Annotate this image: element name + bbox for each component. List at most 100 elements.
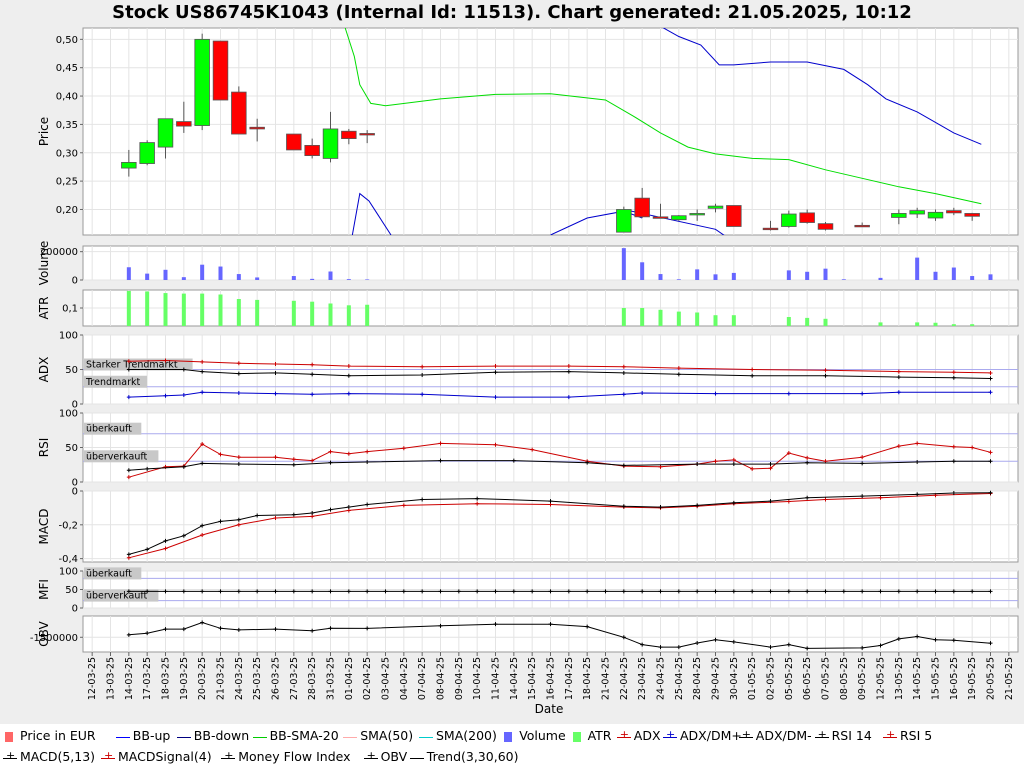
rsi5-line-point	[713, 459, 718, 464]
candle-body	[157, 118, 174, 148]
adx-dm-plus-line-point	[988, 390, 993, 395]
mfi-line-point	[896, 589, 901, 594]
mfi-line-point	[163, 589, 168, 594]
adx-line-point	[493, 364, 498, 369]
obv-line-point	[860, 645, 865, 650]
volume-bar	[291, 276, 296, 280]
mfi-line-point	[255, 589, 260, 594]
rsi-level-label-bg	[84, 422, 142, 435]
x-tick-label: 24-04-25	[656, 657, 667, 700]
mfi-line-point	[878, 589, 883, 594]
obv-line-point	[145, 631, 150, 636]
rsi5-line-point	[236, 455, 241, 460]
legend-item: MACD(5,13)	[3, 748, 95, 764]
rsi14-line-point	[768, 462, 773, 467]
rsi5-line-point	[658, 464, 663, 469]
obv-line-point	[768, 645, 773, 650]
volume-bar	[126, 267, 131, 280]
volume-bar	[970, 276, 975, 280]
price-y-tick-label: 0,30	[56, 148, 78, 159]
mfi-line-point	[805, 589, 810, 594]
legend-swatch	[571, 731, 585, 742]
adx-dm-plus-line-point	[640, 390, 645, 395]
macd-line-point	[988, 490, 993, 495]
atr-bar	[658, 309, 663, 326]
legend-item: RSI 5	[883, 727, 932, 743]
volume-bar	[988, 274, 993, 280]
x-tick-label: 14-04-25	[509, 657, 520, 700]
volume-bar	[823, 268, 828, 280]
x-tick-label: 25-04-25	[674, 657, 685, 700]
x-tick-label: 13-03-25	[106, 657, 117, 700]
candle-body	[304, 144, 320, 157]
rsi14-line	[128, 460, 991, 471]
rsi-level-label: überkauft	[86, 424, 132, 435]
candle-body	[176, 121, 192, 127]
obv-line-point	[548, 622, 553, 627]
macd-signal-line-point	[200, 532, 205, 537]
rsi14-line-point	[988, 459, 993, 464]
rsi5-line-point	[200, 442, 205, 447]
legend-swatch	[883, 727, 897, 743]
legend-item: ADX	[616, 727, 661, 743]
candle-body	[634, 197, 650, 218]
legend-swatch	[363, 748, 378, 764]
candle-body	[249, 126, 265, 130]
mfi-line-point	[786, 589, 791, 594]
macd-signal-line-point	[163, 546, 168, 551]
atr-bar	[145, 291, 150, 326]
atr-bar	[951, 324, 956, 326]
legend-swatch	[738, 727, 753, 743]
x-tick-label: 30-04-25	[729, 657, 740, 700]
adx-dm-minus-line-point	[310, 372, 315, 377]
macd-signal-line-point	[126, 555, 131, 560]
x-tick-label: 17-03-25	[142, 657, 153, 700]
legend-swatch	[252, 732, 267, 742]
obv-line-point	[713, 637, 718, 642]
legend-label: Volume	[519, 728, 566, 743]
x-tick-label: 22-04-25	[619, 657, 630, 700]
rsi14-line-point	[585, 460, 590, 465]
volume-bar	[145, 273, 150, 280]
rsi14-line-point	[328, 460, 333, 465]
mfi-line-point	[218, 589, 223, 594]
adx-dm-plus-line-point	[181, 393, 186, 398]
x-tick-label: 15-05-25	[931, 657, 942, 700]
legend-swatch	[176, 732, 191, 742]
macd-line-point	[163, 538, 168, 543]
rsi14-line-point	[126, 468, 131, 473]
x-tick-label: 14-03-25	[124, 657, 135, 700]
mfi-line-point	[273, 589, 278, 594]
adx-dm-minus-line-point	[621, 370, 626, 375]
legend-item: ADX/DM-	[738, 727, 812, 743]
rsi14-line-point	[236, 462, 241, 467]
adx-y-tick-label: 100	[59, 331, 78, 342]
macd-signal-line-point	[273, 516, 278, 521]
mfi-line-point	[346, 589, 351, 594]
atr-bar	[805, 317, 810, 326]
atr-bar	[970, 324, 975, 326]
adx-y-axis-label: ADX	[37, 357, 51, 383]
atr-bar	[236, 299, 241, 326]
candle-body	[946, 210, 962, 214]
rsi14-line-point	[365, 459, 370, 464]
mfi-line-point	[181, 589, 186, 594]
obv-line-point	[200, 620, 205, 625]
atr-bar	[915, 322, 920, 326]
candle-body	[212, 40, 229, 101]
mfi-level-label-bg	[84, 589, 159, 602]
candle-body	[341, 130, 357, 139]
rsi14-line-point	[695, 462, 700, 467]
rsi5-line-point	[530, 447, 535, 452]
atr-bar	[640, 308, 645, 326]
mfi-line-point	[621, 589, 626, 594]
volume-bar	[658, 274, 663, 280]
bb-down-line	[550, 210, 643, 235]
atr-bar	[823, 318, 828, 326]
rsi5-line-point	[896, 444, 901, 449]
adx-dm-minus-line-point	[346, 373, 351, 378]
atr-bar	[181, 293, 186, 326]
rsi5-line-point	[915, 441, 920, 446]
x-tick-label: 21-04-25	[601, 657, 612, 700]
x-tick-label: 28-04-25	[692, 657, 703, 700]
